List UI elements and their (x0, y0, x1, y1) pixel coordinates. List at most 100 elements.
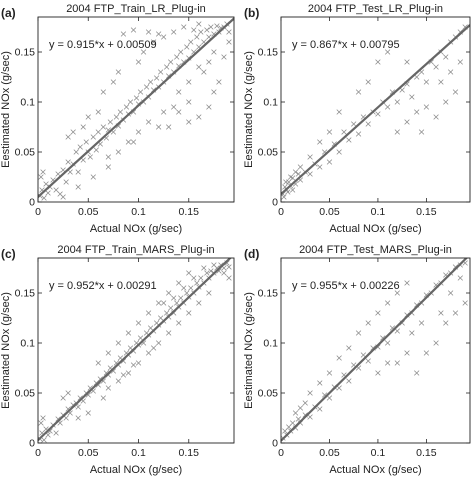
chart-panel: 0 0.05 0.1 0.15 0 0.05 0.1 0.15 2004 FTP_Test_LR… (243, 3, 471, 235)
data-point (204, 270, 210, 276)
data-point (326, 159, 333, 165)
data-point (155, 124, 162, 130)
data-point (110, 79, 117, 85)
fit-line (38, 258, 232, 441)
data-point (38, 420, 44, 426)
data-point (85, 410, 91, 416)
data-point (90, 134, 96, 140)
data-point (41, 195, 47, 201)
data-point (135, 129, 142, 135)
data-point (145, 350, 152, 356)
data-point (317, 164, 323, 170)
data-point (130, 27, 137, 33)
plot-frame (37, 16, 235, 203)
data-point (384, 104, 391, 110)
data-point (188, 39, 194, 45)
data-point (53, 430, 59, 436)
data-point (63, 179, 69, 185)
data-point (196, 300, 202, 306)
x-tick-label: 0.05 (319, 206, 340, 218)
data-point (60, 194, 66, 200)
y-tick-label: 0.1 (263, 338, 278, 350)
data-point (194, 34, 200, 40)
data-point (457, 59, 463, 65)
data-point (83, 139, 89, 145)
data-point (186, 119, 192, 125)
data-point (135, 360, 142, 366)
x-tick-label: 0.15 (179, 447, 200, 459)
chart-title: 2004 FTP_Train_LR_Plug-in (66, 3, 206, 15)
data-point (423, 350, 430, 356)
data-point (171, 295, 177, 301)
data-point (160, 109, 167, 115)
data-point (394, 328, 400, 334)
data-point (137, 335, 144, 341)
data-point (292, 169, 299, 175)
data-point (394, 360, 400, 366)
chart-title: 2004 FTP_Train_MARS_Plug-in (57, 244, 214, 256)
data-point (125, 330, 132, 336)
data-point (457, 275, 463, 281)
data-point (38, 174, 44, 180)
data-point (208, 268, 214, 274)
data-point (288, 174, 294, 180)
data-point (447, 290, 454, 296)
data-point (160, 300, 167, 306)
data-point (75, 415, 81, 421)
data-point (211, 262, 217, 268)
fit-equation: y = 0.915*x + 0.00509 (49, 39, 157, 51)
data-point (226, 264, 232, 270)
data-point (394, 99, 400, 105)
fit-line (38, 17, 234, 198)
data-point (75, 404, 81, 410)
data-point (365, 79, 371, 85)
data-point (115, 340, 122, 346)
data-point (95, 109, 101, 115)
data-point (336, 355, 342, 361)
data-point (40, 169, 46, 175)
data-point (302, 400, 308, 406)
data-point (226, 29, 232, 35)
data-point (77, 144, 83, 150)
data-point (105, 164, 112, 170)
data-point (375, 370, 381, 376)
x-tick-label: 0.1 (131, 206, 146, 218)
data-point (404, 350, 410, 356)
data-point (394, 129, 400, 135)
x-tick-label: 0.15 (416, 447, 437, 459)
panel-label: (a) (1, 6, 16, 20)
data-point (375, 111, 381, 117)
data-point (384, 340, 391, 346)
y-tick-label: 0.15 (15, 47, 36, 59)
data-point (178, 49, 184, 55)
data-point (196, 21, 202, 27)
x-tick-label: 0.1 (371, 206, 386, 218)
data-point (346, 345, 352, 351)
data-point (351, 121, 357, 127)
data-point (133, 95, 140, 101)
data-point (375, 59, 381, 65)
data-point (447, 69, 454, 75)
data-point (188, 285, 194, 291)
x-tick-label: 0.05 (78, 447, 99, 459)
data-point (105, 154, 112, 160)
data-point (150, 345, 157, 351)
data-point (140, 49, 147, 55)
data-point (174, 54, 180, 60)
data-point (307, 171, 313, 177)
data-point (198, 275, 204, 281)
data-point (73, 149, 79, 155)
data-point (297, 164, 304, 170)
data-point (336, 109, 342, 115)
data-point (120, 372, 127, 378)
data-point (423, 79, 430, 85)
data-point (443, 99, 449, 105)
data-point (176, 320, 182, 326)
data-point (186, 270, 192, 276)
data-point (336, 149, 342, 155)
data-point (90, 174, 96, 180)
data-point (40, 415, 46, 421)
y-tick-label: 0.05 (15, 147, 36, 159)
data-point (176, 89, 182, 95)
